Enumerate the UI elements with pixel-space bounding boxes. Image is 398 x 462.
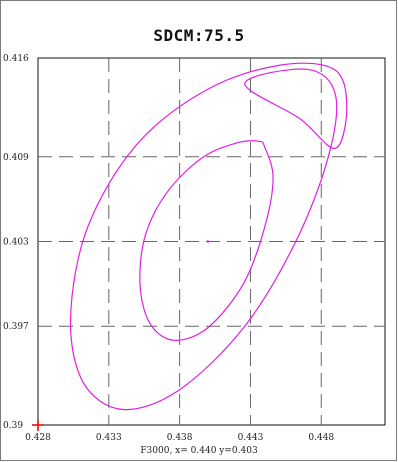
x-tick-label: 0.428	[25, 433, 51, 443]
x-axis-ticks: 0.428 0.433 0.438 0.443 0.448	[25, 433, 334, 443]
x-tick-label: 0.448	[308, 433, 334, 443]
center-point	[206, 240, 210, 243]
x-tick-label: 0.433	[96, 433, 122, 443]
x-tick-label: 0.438	[167, 433, 193, 443]
outer-ellipse	[69, 62, 348, 411]
ellipse-series	[69, 62, 348, 411]
y-tick-label: 0.403	[3, 238, 29, 248]
x-tick-label: 0.443	[238, 433, 264, 443]
y-tick-label: 0.397	[3, 322, 29, 332]
inner-ellipse	[139, 140, 274, 341]
point-markers	[32, 240, 210, 431]
y-tick-label: 0.39	[3, 421, 23, 431]
y-tick-label: 0.416	[3, 54, 29, 64]
y-axis-ticks: 0.416 0.409 0.403 0.397 0.39	[3, 54, 29, 431]
grid-lines	[38, 58, 385, 425]
y-tick-label: 0.409	[3, 153, 29, 163]
chart-title: SDCM:75.5	[153, 26, 245, 45]
cursor-readout: F3000, x= 0.440 y=0.403	[140, 446, 258, 456]
